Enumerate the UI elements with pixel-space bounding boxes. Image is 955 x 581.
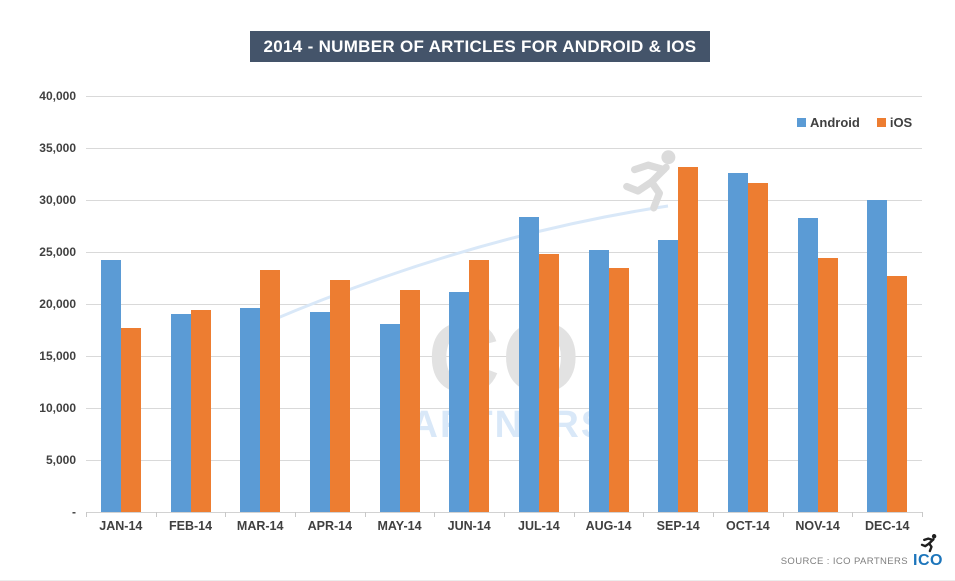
ios-bar (190, 310, 211, 512)
x-axis-label: SEP-14 (656, 519, 700, 533)
x-axis-label: MAY-14 (377, 519, 422, 533)
plot-area (86, 96, 922, 512)
x-axis-tick (713, 512, 714, 517)
android-bar (240, 308, 261, 512)
ios-bar (399, 290, 420, 512)
x-axis-label: JAN-14 (99, 519, 143, 533)
bar-group (852, 96, 922, 512)
legend-label: Android (810, 115, 860, 130)
legend-item-ios: iOS (876, 115, 913, 130)
gridline (86, 408, 922, 409)
legend-swatch-icon (797, 118, 806, 127)
android-bar (867, 200, 888, 512)
x-axis-tick (852, 512, 854, 517)
y-axis-label: 40,000 (39, 89, 76, 103)
ios-bar (329, 280, 350, 512)
bar-group (504, 96, 574, 512)
bar-group (156, 96, 226, 512)
legend-item-android: Android (797, 115, 860, 130)
android-bar (588, 249, 609, 512)
gridline (86, 304, 922, 305)
watermark-partners-text: PARTNERS (386, 404, 609, 446)
bar-group (713, 96, 783, 512)
gridline (86, 96, 922, 97)
x-axis-labels: JAN-14 FEB-14 MAR-14 APR-14 MAY-14 JUN-14 JUL-… (86, 519, 922, 533)
android-bar (797, 217, 818, 512)
gridline (86, 148, 922, 149)
x-axis-tick (225, 512, 227, 517)
ios-bar (120, 327, 141, 512)
bar-group (365, 96, 435, 512)
x-axis-label: AUG-14 (585, 519, 632, 533)
source-line: SOURCE : ICO PARTNERS ICO (781, 552, 943, 570)
x-axis-label: MAR-14 (236, 519, 284, 533)
chart-title: 2014 - NUMBER OF ARTICLES FOR ANDROID & … (250, 31, 710, 62)
y-axis-label: 30,000 (39, 193, 76, 207)
gridline (86, 252, 922, 253)
x-axis-label: JUN-14 (447, 519, 491, 533)
ios-bar (747, 183, 768, 512)
android-bar (727, 172, 748, 512)
android-bar (379, 323, 400, 512)
y-axis-label: 5,000 (45, 453, 76, 467)
x-axis-tick (504, 512, 505, 517)
legend-swatch-icon (876, 118, 886, 127)
android-bar (449, 291, 470, 512)
running-person-icon (623, 150, 676, 212)
bar-group (783, 96, 853, 512)
chart-legend: Android iOS (797, 115, 912, 130)
bar-group (295, 96, 365, 512)
x-axis-tick (643, 512, 645, 517)
ios-bar (260, 269, 281, 512)
x-axis-label: APR-14 (307, 519, 353, 533)
bar-group (643, 96, 713, 512)
x-axis-tick (434, 512, 436, 517)
x-axis-tick (295, 512, 296, 517)
y-axis-label: 25,000 (39, 245, 76, 259)
android-bar (518, 216, 539, 512)
x-axis-label: DEC-14 (864, 519, 910, 533)
x-axis-label: JUL-14 (518, 519, 560, 533)
gridline (86, 356, 922, 357)
y-axis-label: 15,000 (39, 349, 76, 363)
x-axis-label: NOV-14 (795, 519, 840, 533)
ios-bar (608, 267, 629, 512)
bar-group (434, 96, 504, 512)
bar-group (225, 96, 295, 512)
y-axis-label: 20,000 (39, 297, 76, 311)
x-axis-label: FEB-14 (168, 519, 213, 533)
y-axis-label: - (72, 505, 76, 519)
plot-grid (86, 96, 923, 517)
x-axis-tick (364, 512, 366, 517)
x-axis-label: OCT-14 (726, 519, 770, 533)
y-axis-label: 10,000 (39, 401, 76, 415)
running-person-icon (920, 534, 937, 553)
legend-label: iOS (889, 115, 913, 130)
ico-logo: ICO (913, 552, 943, 569)
android-bar (309, 312, 330, 512)
gridline (86, 200, 922, 201)
android-bar (658, 239, 679, 512)
y-axis-label: 35,000 (39, 141, 76, 155)
ios-bar (887, 275, 908, 512)
android-bar (170, 314, 191, 512)
x-axis-tick (86, 512, 87, 517)
gridline (86, 460, 922, 461)
source-text: SOURCE : ICO PARTNERS (780, 555, 909, 567)
ios-bar (469, 260, 490, 512)
x-axis-tick (155, 512, 157, 517)
bar-group (86, 96, 156, 512)
x-axis-tick (573, 512, 575, 517)
ios-bar (538, 254, 559, 512)
ios-bar (817, 258, 838, 512)
bar-group (574, 96, 644, 512)
android-bar (100, 260, 121, 512)
ios-bar (678, 166, 699, 512)
x-axis-tick (782, 512, 784, 517)
x-axis-tick (922, 512, 923, 517)
